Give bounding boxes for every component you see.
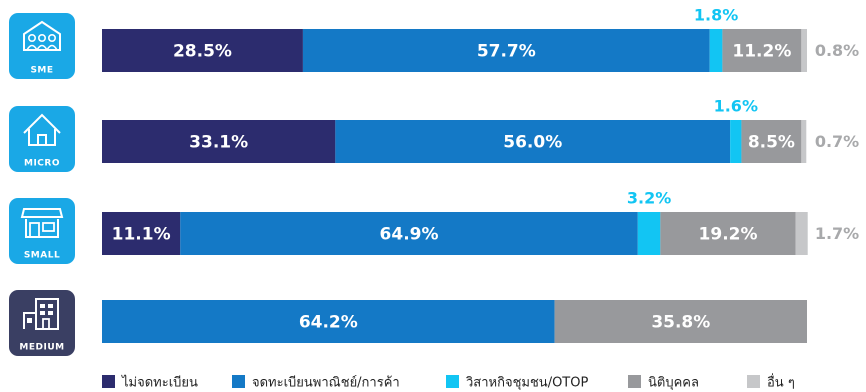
badge-background bbox=[9, 106, 75, 172]
legend-swatch bbox=[628, 375, 641, 388]
category-badge-small: SMALL bbox=[9, 198, 75, 264]
legend-swatch bbox=[232, 375, 245, 388]
bar-segment bbox=[102, 300, 555, 343]
data-label: 57.7% bbox=[477, 42, 536, 62]
data-label: 1.6% bbox=[714, 97, 758, 116]
data-label: 3.2% bbox=[627, 189, 671, 208]
bar-segment bbox=[637, 212, 661, 255]
data-label: 1.8% bbox=[694, 6, 738, 25]
office-building-icon bbox=[23, 298, 59, 330]
bar-segment bbox=[801, 29, 807, 72]
bar-segment bbox=[722, 29, 802, 72]
data-label: 11.2% bbox=[732, 42, 791, 62]
bar-row-sme: 28.5% 57.7% 1.8% 11.2% 0.8% bbox=[102, 6, 859, 72]
legend-swatch bbox=[102, 375, 115, 388]
category-badge-medium: MEDIUM bbox=[9, 290, 75, 356]
badge-caption: MEDIUM bbox=[19, 343, 64, 353]
storefront-icon bbox=[20, 208, 64, 238]
legend-item: จดทะเบียนพาณิชย์/การค้า bbox=[232, 375, 400, 391]
data-label: 19.2% bbox=[699, 225, 758, 245]
data-label: 1.7% bbox=[815, 224, 859, 243]
bar-segment bbox=[302, 29, 710, 72]
legend-label: ไม่จดทะเบียน bbox=[121, 375, 198, 391]
people-building-icon bbox=[23, 20, 61, 51]
bar-segment bbox=[730, 120, 742, 163]
legend-item: ไม่จดทะเบียน bbox=[102, 375, 198, 391]
bars: 28.5% 57.7% 1.8% 11.2% 0.8% 33.1% 56.0% 1.6% 8.5… bbox=[102, 6, 859, 343]
badge-caption: SME bbox=[30, 66, 53, 76]
data-label: 33.1% bbox=[189, 133, 248, 153]
badge-caption: SMALL bbox=[24, 251, 60, 261]
legend-item: นิติบุคคล bbox=[628, 375, 699, 391]
legend-label: อื่น ๆ bbox=[767, 374, 795, 391]
data-label: 0.7% bbox=[815, 132, 859, 151]
bar-segment bbox=[102, 120, 336, 163]
legend-swatch bbox=[446, 375, 459, 388]
bar-segment bbox=[795, 212, 808, 255]
data-label: 56.0% bbox=[503, 133, 562, 153]
badge-background bbox=[9, 198, 75, 264]
bar-segment bbox=[709, 29, 723, 72]
data-label: 35.8% bbox=[651, 313, 710, 333]
data-label: 8.5% bbox=[748, 133, 795, 153]
category-badge-sme: SME bbox=[9, 13, 75, 79]
bar-row-medium: 64.2% 35.8% bbox=[102, 300, 807, 343]
data-label: 0.8% bbox=[815, 41, 859, 60]
category-badge-micro: MICRO bbox=[9, 106, 75, 172]
house-icon bbox=[23, 113, 61, 146]
data-label: 28.5% bbox=[173, 42, 232, 62]
legend-label: จดทะเบียนพาณิชย์/การค้า bbox=[252, 375, 400, 391]
bar-row-small: 11.1% 64.9% 3.2% 19.2% 1.7% bbox=[102, 189, 859, 255]
legend-label: นิติบุคคล bbox=[648, 376, 699, 391]
legend: ไม่จดทะเบียน จดทะเบียนพาณิชย์/การค้า วิสาห… bbox=[102, 374, 795, 391]
legend-item: อื่น ๆ bbox=[747, 374, 795, 391]
legend-item: วิสาหกิจชุมชน/OTOP bbox=[446, 375, 588, 391]
bar-segment bbox=[801, 120, 807, 163]
legend-swatch bbox=[747, 375, 760, 388]
bar-segment bbox=[741, 120, 802, 163]
bar-segment bbox=[660, 212, 796, 255]
badge-caption: MICRO bbox=[24, 159, 60, 169]
bar-segment bbox=[335, 120, 731, 163]
data-label: 11.1% bbox=[112, 225, 171, 245]
bar-segment bbox=[180, 212, 638, 255]
category-badges: SME MICRO SMALL MEDIUM bbox=[9, 13, 75, 356]
bar-row-micro: 33.1% 56.0% 1.6% 8.5% 0.7% bbox=[102, 97, 859, 163]
legend-label: วิสาหกิจชุมชน/OTOP bbox=[465, 376, 588, 391]
bar-segment bbox=[554, 300, 807, 343]
bar-segment bbox=[102, 212, 181, 255]
data-label: 64.9% bbox=[380, 225, 439, 245]
bar-segment bbox=[102, 29, 303, 72]
data-label: 64.2% bbox=[299, 313, 358, 333]
